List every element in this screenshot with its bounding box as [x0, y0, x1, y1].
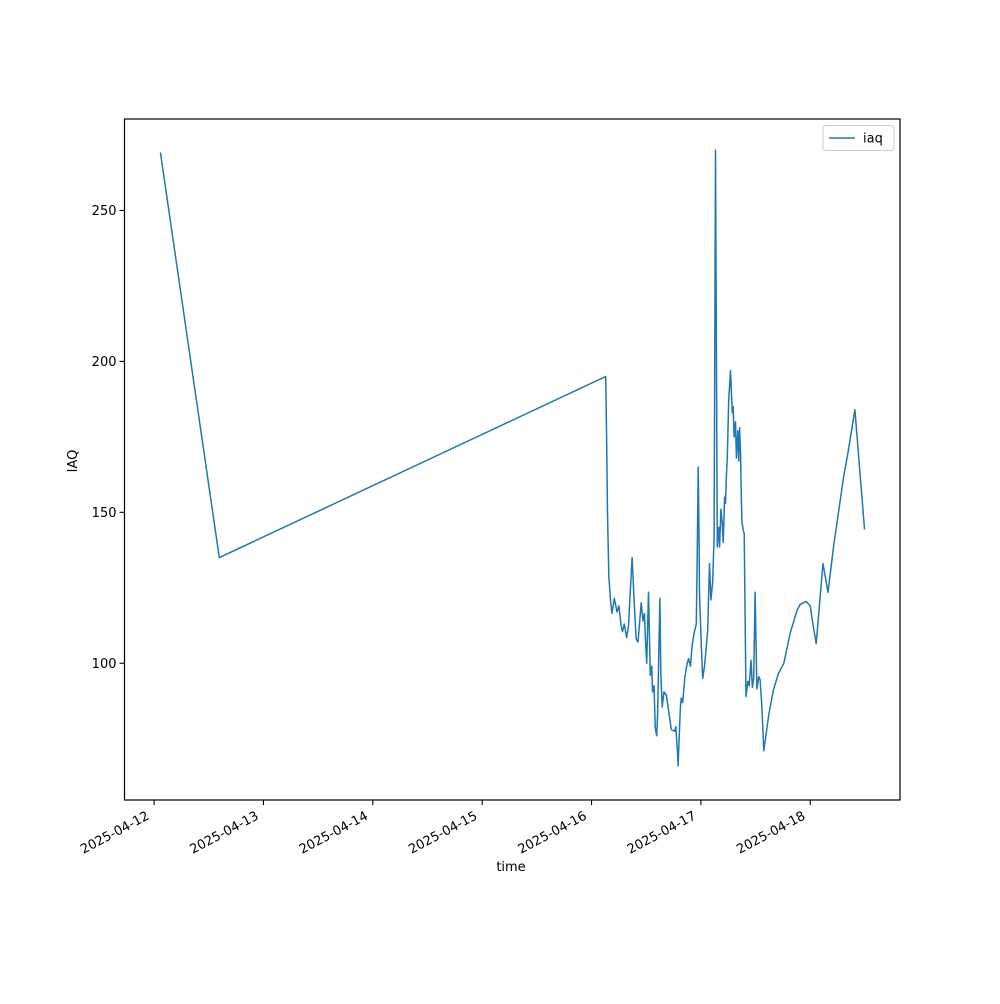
x-axis-ticks: 2025-04-12 2025-04-13 2025-04-14 2025-04-15…: [78, 800, 811, 858]
x-tick-label: 2025-04-12: [78, 809, 152, 858]
y-tick-label: 100: [92, 657, 117, 672]
x-tick-label: 2025-04-18: [734, 809, 808, 858]
x-axis-label: time: [496, 860, 525, 875]
series-line-iaq: [159, 149, 866, 767]
y-axis-label: IAQ: [66, 450, 81, 473]
legend-label: iaq: [863, 132, 883, 147]
x-tick-label: 2025-04-15: [406, 809, 480, 858]
x-tick-label: 2025-04-13: [188, 809, 262, 858]
y-tick-label: 150: [92, 506, 117, 521]
y-tick-label: 200: [92, 355, 117, 370]
y-axis-ticks: 100 150 200 250: [92, 204, 125, 672]
x-tick-label: 2025-04-16: [516, 809, 590, 858]
legend: iaq: [822, 125, 895, 151]
x-tick-label: 2025-04-17: [625, 809, 699, 858]
x-tick-label: 2025-04-14: [297, 809, 371, 858]
y-tick-label: 250: [92, 204, 117, 219]
legend-box: [822, 125, 895, 151]
plot-frame: [123, 118, 901, 801]
